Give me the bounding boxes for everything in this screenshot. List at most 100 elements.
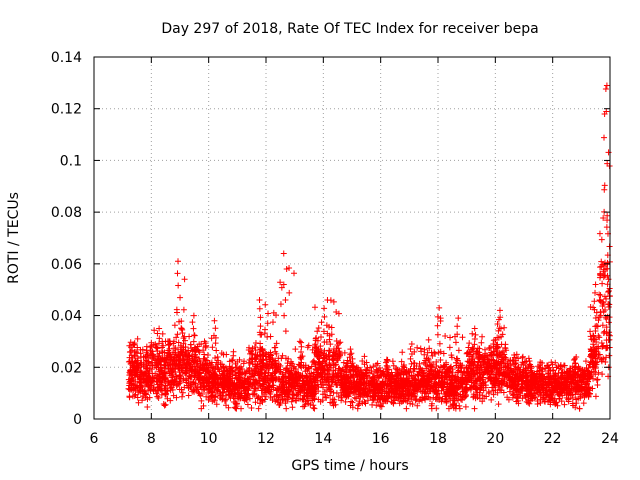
data-point (137, 376, 144, 383)
data-point (142, 383, 149, 390)
data-point (211, 385, 218, 392)
data-point (442, 332, 449, 339)
data-point (156, 325, 163, 332)
data-point (598, 236, 605, 243)
data-point (214, 354, 221, 361)
data-point (208, 378, 215, 385)
data-point (283, 405, 290, 412)
data-point (452, 339, 459, 346)
y-tick-label: 0.08 (51, 205, 82, 221)
data-point (164, 338, 171, 345)
y-tick-label: 0.06 (51, 257, 82, 273)
data-point (407, 355, 414, 362)
data-point (282, 390, 289, 397)
data-point (131, 385, 138, 392)
data-point (495, 401, 502, 408)
data-point (260, 357, 267, 364)
x-tick-label: 10 (200, 431, 218, 447)
data-point (288, 358, 295, 365)
data-point (603, 82, 610, 89)
data-point (164, 395, 171, 402)
data-point (257, 351, 264, 358)
data-point (223, 402, 230, 409)
data-point (221, 397, 228, 404)
data-point (201, 355, 208, 362)
data-point (125, 358, 132, 365)
data-point (203, 342, 210, 349)
data-point (229, 356, 236, 363)
data-point (126, 386, 133, 393)
data-point (222, 364, 229, 371)
data-point (274, 385, 281, 392)
data-point (196, 374, 203, 381)
data-point (265, 369, 272, 376)
data-point (281, 312, 288, 319)
data-point (154, 330, 161, 337)
data-point (156, 350, 163, 357)
data-point (179, 393, 186, 400)
data-point (177, 373, 184, 380)
data-point (150, 354, 157, 361)
data-point (194, 386, 201, 393)
data-point (597, 264, 604, 271)
data-point (164, 349, 171, 356)
data-point (153, 374, 160, 381)
data-point (144, 404, 151, 411)
data-point (175, 339, 182, 346)
data-point (144, 358, 151, 365)
data-point (213, 401, 220, 408)
y-tick-label: 0 (73, 412, 82, 428)
data-point (236, 356, 243, 363)
data-point (257, 323, 264, 330)
data-point (283, 377, 290, 384)
data-point (597, 292, 604, 299)
data-point (279, 396, 286, 403)
data-point (288, 398, 295, 405)
data-point (276, 401, 283, 408)
data-point (267, 333, 274, 340)
data-point (472, 331, 479, 338)
data-point (462, 403, 469, 410)
y-axis-label: ROTI / TECUs (6, 192, 22, 284)
data-point (282, 355, 289, 362)
data-point (173, 334, 180, 341)
data-point (180, 306, 187, 313)
data-point (591, 298, 598, 305)
data-point (176, 386, 183, 393)
data-point (279, 379, 286, 386)
data-point (173, 374, 180, 381)
data-point (212, 354, 219, 361)
data-point (159, 330, 166, 337)
data-point (210, 375, 217, 382)
data-point (212, 325, 219, 332)
data-point (251, 387, 258, 394)
data-point (479, 333, 486, 340)
data-point (135, 399, 142, 406)
data-point (128, 358, 135, 365)
data-point (277, 279, 284, 286)
data-point (266, 353, 273, 360)
data-point (455, 315, 462, 322)
data-point (175, 351, 182, 358)
data-point (249, 391, 256, 398)
data-point (534, 401, 541, 407)
data-point (143, 347, 150, 354)
data-point (218, 372, 225, 379)
data-point (260, 381, 267, 388)
data-point (186, 365, 193, 372)
data-point (218, 361, 225, 368)
data-point (275, 355, 282, 362)
data-point (207, 364, 214, 371)
data-point (132, 391, 139, 398)
data-point (175, 258, 182, 265)
y-tick-label: 0.04 (51, 309, 82, 325)
data-point (233, 401, 240, 408)
data-point (383, 359, 389, 366)
data-point (285, 387, 292, 394)
data-point (177, 294, 184, 301)
data-point (257, 366, 264, 373)
data-point (261, 391, 268, 398)
data-point (245, 359, 252, 366)
data-point (596, 291, 603, 298)
data-point (177, 379, 184, 386)
